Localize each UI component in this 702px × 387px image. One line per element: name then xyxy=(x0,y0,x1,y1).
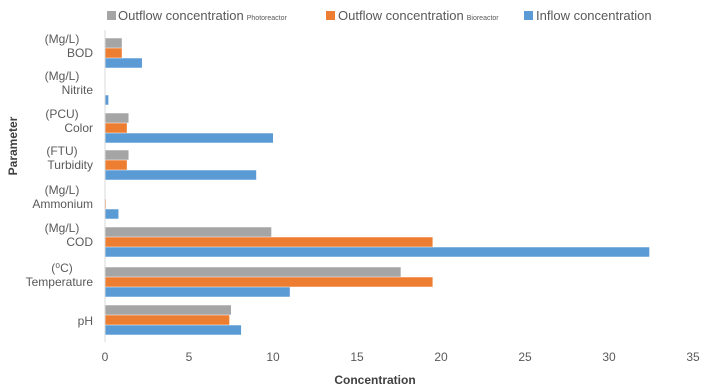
legend-swatch-1 xyxy=(326,11,335,20)
bar-ph-inflow-concentration xyxy=(105,325,242,335)
category-unit-bod: (Mg/L) xyxy=(45,32,80,46)
x-tick-30: 30 xyxy=(602,350,616,364)
category-unit-turbidity: (FTU) xyxy=(46,144,77,158)
bar-cod-outflow-concentration-photoreactor xyxy=(105,227,272,237)
category-labels: (Mg/L)BOD(Mg/L)Nitrite(PCU)Color(FTU)Tur… xyxy=(26,32,94,328)
category-label-nitrite: Nitrite xyxy=(62,83,94,97)
category-label-turbidity: Turbidity xyxy=(47,158,93,172)
bar-temperature-outflow-concentration-photoreactor xyxy=(105,267,401,277)
bar-temperature-inflow-concentration xyxy=(105,287,290,297)
bar-color-inflow-concentration xyxy=(105,133,273,143)
bar-color-outflow-concentration-bioreactor xyxy=(105,123,127,133)
category-label-ph: pH xyxy=(78,314,93,328)
x-tick-35: 35 xyxy=(686,350,700,364)
category-label-temperature: Temperature xyxy=(26,275,94,289)
legend-label-0: Outflow concentration Photoreactor xyxy=(118,8,287,23)
x-axis-title: Concentration xyxy=(334,373,415,387)
bar-turbidity-outflow-concentration-photoreactor xyxy=(105,150,129,160)
category-label-cod: COD xyxy=(66,235,93,249)
category-unit-temperature: (⁰C) xyxy=(51,261,72,275)
x-tick-0: 0 xyxy=(102,350,109,364)
bar-ph-outflow-concentration-photoreactor xyxy=(105,305,231,315)
bar-ammonium-inflow-concentration xyxy=(105,209,119,219)
legend-label-2: Inflow concentration xyxy=(536,8,652,23)
bar-bod-inflow-concentration xyxy=(105,58,142,68)
bar-temperature-outflow-concentration-bioreactor xyxy=(105,277,433,287)
x-tick-labels: 0 5 10 15 20 25 30 35 xyxy=(102,350,700,364)
x-tick-20: 20 xyxy=(434,350,448,364)
bar-bod-outflow-concentration-bioreactor xyxy=(105,48,122,58)
category-unit-color: (PCU) xyxy=(45,107,78,121)
bar-cod-inflow-concentration xyxy=(105,247,650,257)
y-axis-title: Parameter xyxy=(6,116,20,175)
legend-swatch-0 xyxy=(107,11,116,20)
legend-swatch-2 xyxy=(524,11,533,20)
bars xyxy=(105,38,650,335)
category-label-color: Color xyxy=(64,121,93,135)
bar-bod-outflow-concentration-photoreactor xyxy=(105,38,122,48)
bar-cod-outflow-concentration-bioreactor xyxy=(105,237,433,247)
x-tick-15: 15 xyxy=(350,350,364,364)
x-tick-10: 10 xyxy=(266,350,280,364)
bar-nitrite-inflow-concentration xyxy=(105,95,109,105)
legend: Outflow concentration Photoreactor Outflow… xyxy=(107,8,652,23)
bar-color-outflow-concentration-photoreactor xyxy=(105,113,129,123)
x-tick-25: 25 xyxy=(518,350,532,364)
category-unit-cod: (Mg/L) xyxy=(45,221,80,235)
legend-label-1: Outflow concentration Bioreactor xyxy=(338,8,499,23)
bar-turbidity-inflow-concentration xyxy=(105,170,257,180)
category-label-bod: BOD xyxy=(67,46,93,60)
category-label-ammonium: Ammonium xyxy=(32,197,93,211)
bar-ph-outflow-concentration-bioreactor xyxy=(105,315,230,325)
category-unit-ammonium: (Mg/L) xyxy=(45,183,80,197)
x-tick-5: 5 xyxy=(186,350,193,364)
category-unit-nitrite: (Mg/L) xyxy=(45,69,80,83)
bar-turbidity-outflow-concentration-bioreactor xyxy=(105,160,127,170)
